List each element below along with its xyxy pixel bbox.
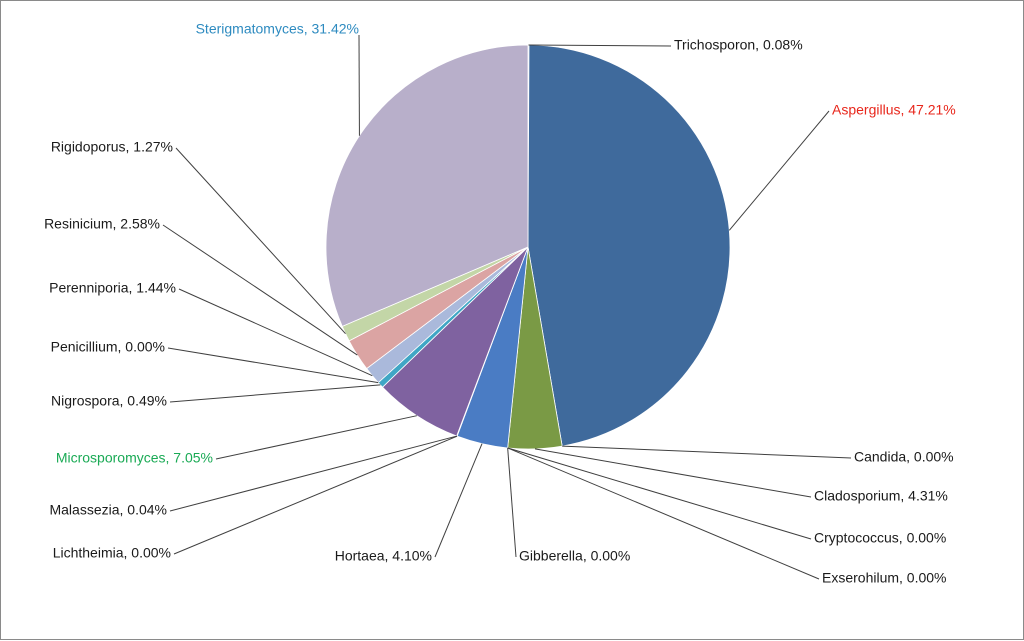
leader-line-gibberella — [508, 448, 516, 557]
leader-line-microsporomyces — [216, 416, 417, 459]
data-label-sterigmatomyces: Sterigmatomyces, 31.42% — [196, 21, 359, 37]
data-label-nigrospora: Nigrospora, 0.49% — [51, 393, 167, 409]
leader-line-nigrospora — [170, 385, 380, 402]
data-label-aspergillus: Aspergillus, 47.21% — [832, 102, 956, 118]
data-label-resinicium: Resinicium, 2.58% — [44, 216, 160, 232]
data-label-hortaea: Hortaea, 4.10% — [335, 548, 432, 564]
data-label-candida: Candida, 0.00% — [854, 449, 954, 465]
data-label-exserohilum: Exserohilum, 0.00% — [822, 570, 947, 586]
pie-slices — [326, 45, 730, 449]
leader-line-malassezia — [170, 436, 457, 511]
data-label-perenniporia: Perenniporia, 1.44% — [49, 280, 176, 296]
data-label-microsporomyces: Microsporomyces, 7.05% — [56, 450, 213, 466]
leader-line-rigidoporus — [176, 148, 346, 334]
pie-slice-aspergillus — [528, 45, 730, 446]
data-label-trichosporon: Trichosporon, 0.08% — [674, 37, 803, 53]
data-label-lichtheimia: Lichtheimia, 0.00% — [53, 545, 171, 561]
leader-line-cladosporium — [535, 449, 811, 497]
leader-line-aspergillus — [729, 111, 829, 230]
leader-line-cryptococcus — [508, 448, 811, 539]
data-label-cryptococcus: Cryptococcus, 0.00% — [814, 530, 946, 546]
leader-line-hortaea — [435, 444, 482, 557]
data-label-malassezia: Malassezia, 0.04% — [49, 502, 167, 518]
leader-line-lichtheimia — [174, 436, 457, 554]
leader-line-candida — [562, 446, 851, 458]
data-label-gibberella: Gibberella, 0.00% — [519, 548, 630, 564]
data-label-cladosporium: Cladosporium, 4.31% — [814, 488, 948, 504]
data-label-rigidoporus: Rigidoporus, 1.27% — [51, 139, 173, 155]
data-label-penicillium: Penicillium, 0.00% — [51, 339, 165, 355]
leader-line-penicillium — [168, 348, 378, 383]
